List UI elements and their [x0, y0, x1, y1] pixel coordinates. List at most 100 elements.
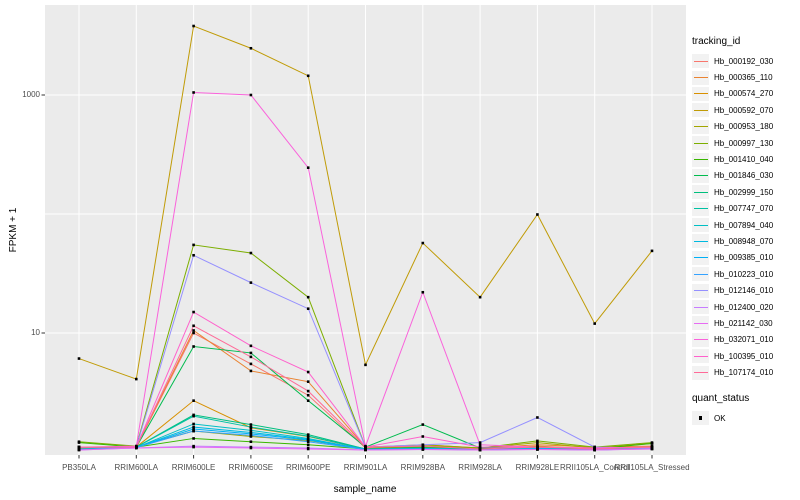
data-point: [249, 431, 253, 434]
data-point: [192, 310, 195, 314]
x-tick-label: RRIM600LE: [171, 463, 216, 472]
legend-title-quant-status: quant_status: [692, 392, 750, 404]
data-point: [536, 448, 539, 451]
legend-item: Hb_010223_010: [692, 266, 800, 282]
data-point: [650, 249, 654, 253]
legend-item-label: Hb_032071_010: [714, 335, 774, 345]
legend-item: Hb_008948_070: [692, 233, 800, 249]
legend-item: Hb_007747_070: [692, 201, 800, 217]
legend-key-line-icon: [692, 54, 709, 69]
legend-item-label: Hb_002999_150: [714, 187, 774, 197]
data-point: [478, 447, 482, 451]
legend-key-line-icon: [692, 250, 709, 265]
data-point: [77, 448, 81, 452]
data-point: [249, 423, 253, 426]
legend-key-line-icon: [692, 168, 709, 183]
data-point: [306, 370, 310, 374]
data-point: [77, 441, 81, 444]
legend-item-label: Hb_000592_070: [714, 105, 774, 115]
data-point: [650, 447, 654, 451]
data-point: [306, 399, 310, 402]
legend-key-line-icon: [692, 119, 709, 134]
data-point: [249, 93, 253, 97]
legend-key-line-icon: [692, 185, 709, 200]
data-point: [192, 24, 195, 28]
legend-key-line-icon: [692, 283, 709, 298]
data-point: [421, 290, 425, 294]
data-point: [306, 434, 310, 438]
legend-item: Hb_009385_010: [692, 250, 800, 266]
legend-key-line-icon: [692, 267, 709, 282]
legend-title-tracking-id: tracking_id: [692, 36, 741, 47]
legend-item-label: Hb_001846_030: [714, 171, 774, 181]
data-point: [192, 329, 195, 332]
data-point: [536, 213, 539, 216]
data-points: [77, 24, 654, 452]
data-point: [192, 331, 195, 335]
x-tick-label: RRIM600LA: [114, 463, 159, 472]
data-point: [192, 91, 195, 94]
data-point: [192, 243, 195, 247]
data-point: [249, 434, 253, 437]
legend-item: Hb_000592_070: [692, 102, 800, 118]
data-point: [249, 362, 253, 366]
data-point: [306, 447, 310, 451]
data-point: [77, 357, 81, 360]
legend-key-point-icon: [692, 411, 709, 425]
legend-item: Hb_000953_180: [692, 119, 800, 135]
legend-item-label: Hb_000953_180: [714, 122, 774, 132]
data-point: [650, 445, 654, 449]
y-tick-label: 1000: [22, 90, 40, 99]
data-point: [306, 443, 310, 447]
data-point: [593, 322, 596, 325]
gridlines: [45, 5, 686, 455]
data-point: [249, 432, 253, 436]
legend-key-line-icon: [692, 332, 709, 347]
legend-item-label: OK: [714, 413, 726, 423]
legend-item: Hb_002999_150: [692, 184, 800, 200]
data-point: [536, 445, 539, 449]
data-point: [192, 253, 195, 257]
data-point: [249, 429, 253, 432]
data-point: [135, 445, 138, 449]
x-tick-label: RRIM928LE: [515, 463, 560, 472]
data-point: [421, 435, 425, 438]
legend-quant-status-block: quant_status OK: [692, 393, 800, 426]
legend-item: Hb_032071_010: [692, 332, 800, 348]
data-point: [536, 439, 539, 443]
legend-key-line-icon: [692, 201, 709, 216]
legend-item: Hb_012146_010: [692, 282, 800, 298]
legend-item-label: Hb_009385_010: [714, 253, 774, 263]
data-point: [192, 414, 195, 418]
legend-item: Hb_000997_130: [692, 135, 800, 151]
data-point: [364, 445, 367, 449]
legend-item: Hb_001410_040: [692, 151, 800, 167]
x-tick-label: PB350LA: [62, 463, 96, 472]
legend-item-label: Hb_012146_010: [714, 286, 774, 296]
legend-item-label: Hb_000574_270: [714, 89, 774, 99]
data-point: [421, 423, 425, 426]
legend-item: Hb_000574_270: [692, 86, 800, 102]
legend-key-line-icon: [692, 365, 709, 380]
data-point: [306, 74, 310, 78]
x-tick-label: RRIM600PE: [285, 463, 331, 472]
data-point: [192, 437, 195, 440]
data-point: [478, 445, 482, 449]
legend-key-line-icon: [692, 152, 709, 167]
legend-key-line-icon: [692, 136, 709, 151]
data-point: [306, 307, 310, 311]
data-point: [306, 166, 310, 169]
data-point: [192, 324, 195, 328]
legend-item-label: Hb_007747_070: [714, 204, 774, 214]
legend-key-line-icon: [692, 103, 709, 118]
data-point: [249, 351, 253, 355]
data-point: [192, 427, 195, 431]
legend-item-label: Hb_000365_110: [714, 73, 773, 83]
data-point: [478, 443, 482, 447]
data-point: [249, 46, 253, 50]
legend-key-line-icon: [692, 70, 709, 85]
legend-item-label: Hb_007894_040: [714, 220, 774, 230]
legend-item-quant: OK: [692, 410, 800, 426]
data-point: [536, 416, 539, 419]
legend-tracking-entries: Hb_000192_030 Hb_000365_110 Hb_000574_270 H…: [692, 53, 800, 381]
